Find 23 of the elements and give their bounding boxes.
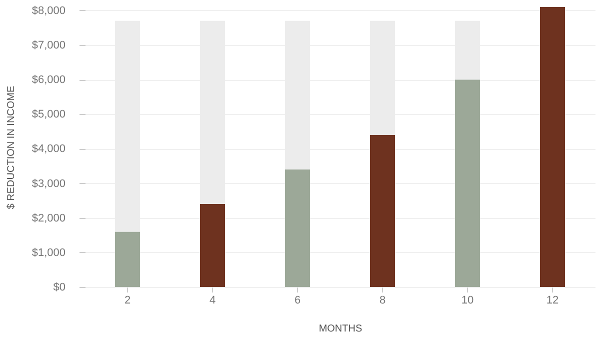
bar — [285, 169, 310, 287]
y-tick-label: $2,000 — [32, 212, 66, 224]
x-tick-label: 6 — [294, 294, 301, 306]
x-tick-label: 2 — [124, 294, 131, 306]
y-tick-label: $4,000 — [32, 143, 66, 156]
bar — [370, 134, 395, 287]
bar — [540, 7, 565, 287]
bar — [115, 232, 140, 287]
x-tick-label: 12 — [546, 294, 559, 306]
x-tick-label: 8 — [379, 294, 386, 306]
y-tick-label: $7,000 — [32, 40, 66, 52]
y-tick-label: $0 — [53, 282, 66, 294]
x-axis-title: MONTHS — [318, 324, 362, 334]
bar — [200, 204, 225, 287]
bar — [455, 80, 480, 287]
x-tick-label: 4 — [209, 294, 216, 306]
y-tick-label: $8,000 — [32, 4, 66, 17]
y-axis-title: $ REDUCTION IN INCOME — [6, 86, 17, 210]
y-tick-label: $1,000 — [32, 246, 66, 259]
y-tick-label: $6,000 — [32, 74, 66, 86]
x-tick-label: 10 — [461, 294, 474, 306]
y-tick-label: $3,000 — [32, 178, 66, 190]
y-tick-label: $5,000 — [32, 108, 66, 121]
